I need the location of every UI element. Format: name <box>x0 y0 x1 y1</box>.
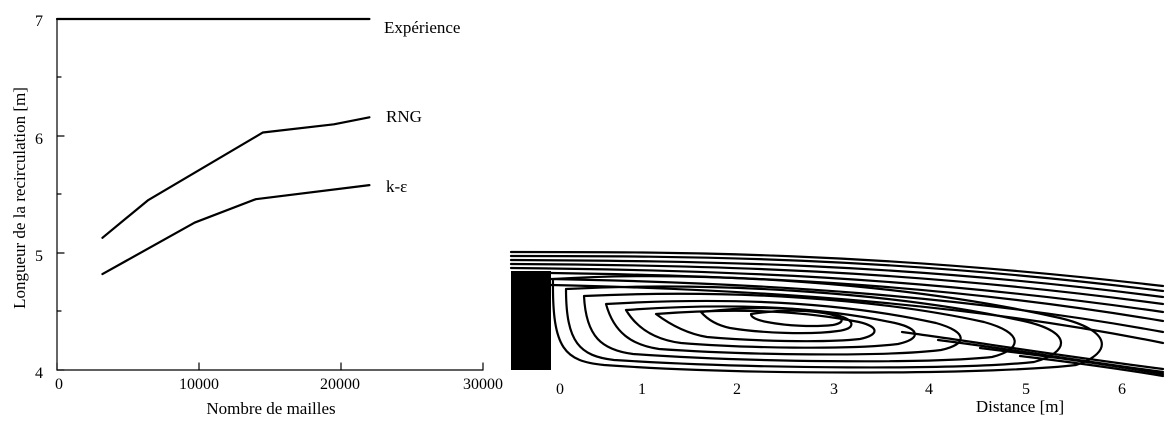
right-flow-chart: 0 1 2 3 4 5 6 Distance [m] <box>509 250 1165 416</box>
series-label-k-epsilon: k-ε <box>386 177 407 196</box>
streamline-lower-2 <box>936 338 1165 374</box>
streamline-top-band-6 <box>549 271 1165 323</box>
right-x-axis-title: Distance [m] <box>976 397 1064 416</box>
streamline-top-band-4 <box>509 262 1165 306</box>
left-x-tick-label-10000: 10000 <box>179 376 219 393</box>
streamline-top-band-2 <box>509 254 1165 293</box>
left-x-tick-label-30000: 30000 <box>463 376 503 393</box>
streamline-loop-6 <box>654 309 876 343</box>
left-y-tick-label-5: 5 <box>35 248 43 265</box>
streamline-top-band-1 <box>509 250 1165 288</box>
streamline-top-band-3 <box>509 258 1165 299</box>
right-x-tick-label-2: 2 <box>733 381 741 398</box>
streamline-loop-1 <box>551 275 1103 374</box>
right-x-tick-label-6: 6 <box>1118 381 1126 398</box>
left-y-tick-label-7: 7 <box>35 13 43 30</box>
right-x-tick-label-5: 5 <box>1022 381 1030 398</box>
left-y-tick-label-6: 6 <box>35 131 43 148</box>
left-y-tick-label-4: 4 <box>35 365 43 382</box>
streamline-lower-1 <box>900 330 1165 371</box>
streamline-loop-3 <box>582 292 1016 363</box>
streamline-loop-8 <box>749 309 843 328</box>
streamline-top-band-7 <box>549 277 1165 334</box>
left-x-axis-title: Nombre de mailles <box>206 399 335 418</box>
series-label-rng: RNG <box>386 107 422 126</box>
streamline-top-band-5 <box>509 266 1165 314</box>
streamline-loop-7 <box>699 306 853 335</box>
left-line-chart: 4 5 6 7 0 10000 20000 30000 Longueur de … <box>10 13 503 418</box>
left-y-axis-title: Longueur de la recirculation [m] <box>10 87 29 309</box>
streamline-loop-2 <box>564 285 1062 369</box>
streamline-loop-4 <box>604 299 962 356</box>
streamline-lower-4 <box>1018 354 1165 378</box>
left-series-line-2 <box>101 184 371 276</box>
streamline-lower-3 <box>978 346 1165 376</box>
left-series-line-1 <box>101 116 371 239</box>
right-x-tick-label-3: 3 <box>830 381 838 398</box>
left-x-tick-label-20000: 20000 <box>320 376 360 393</box>
left-series-layer <box>55 17 371 276</box>
series-label-experience: Expérience <box>384 18 460 37</box>
left-x-tick-label-0: 0 <box>55 376 63 393</box>
left-dark-block <box>511 271 551 370</box>
right-x-tick-label-1: 1 <box>638 381 646 398</box>
right-x-tick-label-4: 4 <box>925 381 933 398</box>
right-x-tick-label-0: 0 <box>556 381 564 398</box>
